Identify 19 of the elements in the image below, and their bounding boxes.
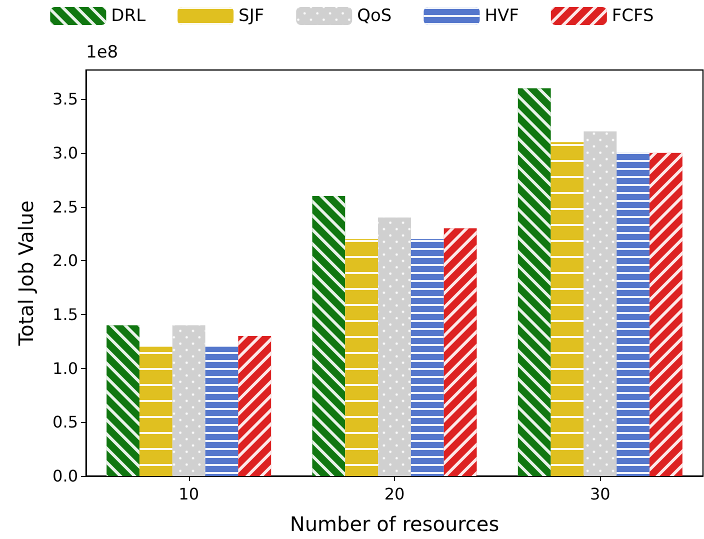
y-tick-label: 3.0: [52, 143, 78, 162]
legend-label: QoS: [357, 6, 392, 26]
legend-label: SJF: [238, 6, 264, 26]
x-tick-label: 30: [590, 484, 610, 504]
x-tick-label: 10: [178, 484, 200, 504]
text: 1e8: [86, 42, 118, 62]
legend-label: FCFS: [612, 6, 654, 26]
legend-label: HVF: [484, 6, 519, 26]
y-tick-label: 3.5: [52, 90, 78, 109]
x-tick-label: 20: [384, 484, 405, 504]
legend-label: DRL: [111, 6, 146, 26]
y-tick-label: 2.5: [52, 197, 78, 216]
x-axis-title: Number of resources: [290, 512, 500, 536]
y-tick-label: 2.0: [52, 251, 78, 270]
y-tick-label: 1.5: [52, 304, 78, 324]
y-tick-label: 0.5: [52, 412, 78, 432]
y-tick-label: 0.0: [52, 466, 78, 486]
y-tick-label: 1.0: [52, 358, 78, 378]
y-axis-title: Total Job Value: [14, 200, 38, 347]
